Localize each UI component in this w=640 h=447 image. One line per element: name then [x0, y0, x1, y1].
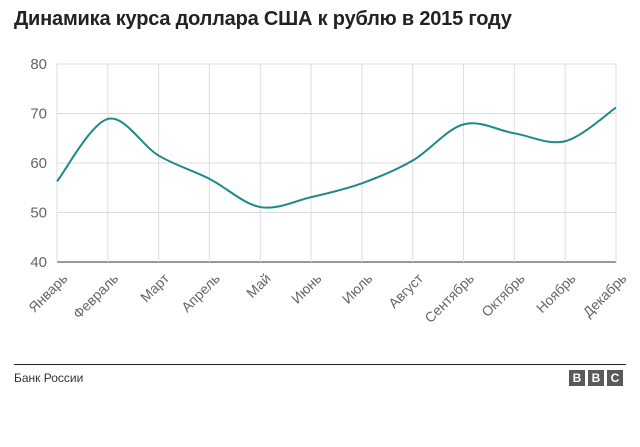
footer-divider — [14, 364, 626, 365]
x-tick-label: Сентябрь — [421, 270, 477, 326]
y-tick-label: 70 — [30, 106, 47, 123]
x-tick-label: Август — [385, 270, 427, 312]
logo-letter-1: B — [569, 370, 585, 386]
y-axis-ticks: 40 50 60 70 80 — [30, 56, 47, 271]
x-tick-label: Март — [137, 270, 172, 305]
source-label: Банк России — [14, 371, 84, 385]
line-chart: 40 50 60 70 80 Январь Февраль Март Апрель Май Июн… — [25, 56, 629, 326]
x-axis-ticks: Январь Февраль Март Апрель Май Июнь Июль Август… — [25, 270, 629, 326]
x-tick-label: Февраль — [70, 270, 122, 322]
x-tick-label: Ноябрь — [533, 270, 579, 316]
y-tick-label: 60 — [30, 155, 47, 172]
chart-grid — [56, 63, 617, 263]
chart-title: Динамика курса доллара США к рублю в 201… — [14, 8, 512, 30]
x-tick-label: Январь — [25, 270, 70, 315]
x-tick-label: Октябрь — [478, 270, 528, 320]
logo-letter-2: B — [588, 370, 604, 386]
x-tick-label: Апрель — [178, 270, 223, 315]
x-tick-label: Май — [243, 270, 274, 301]
y-tick-label: 50 — [30, 205, 47, 222]
x-tick-label: Июнь — [288, 270, 324, 306]
x-tick-label: Декабрь — [580, 270, 630, 320]
x-tick-label: Июль — [339, 270, 376, 307]
y-tick-label: 40 — [30, 254, 47, 271]
bbc-logo: B B C — [569, 370, 623, 386]
y-tick-label: 80 — [30, 56, 47, 73]
series-line — [56, 106, 617, 209]
logo-letter-3: C — [607, 370, 623, 386]
